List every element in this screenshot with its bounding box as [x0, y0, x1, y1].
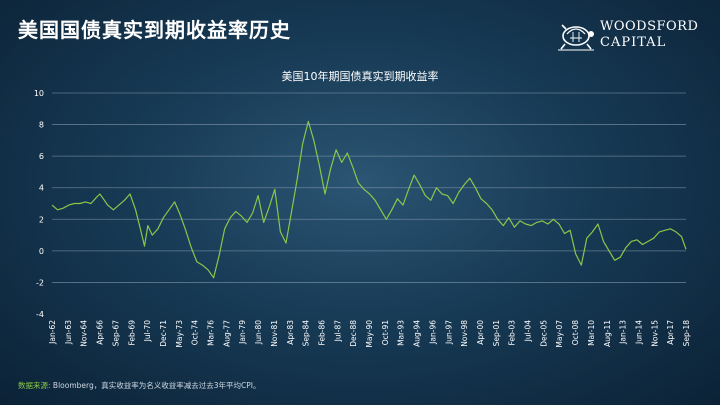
x-tick-label: Apr-17: [666, 320, 675, 345]
x-tick-label: Apr-00: [476, 320, 485, 345]
x-tick-label: Feb-86: [317, 320, 326, 346]
x-tick-label: Dec-88: [349, 320, 358, 347]
x-tick-label: Sep-84: [302, 320, 311, 347]
x-tick-label: Nov-15: [650, 320, 659, 347]
x-tick-label: Jan-13: [619, 320, 628, 345]
x-tick-label: Jan-96: [428, 320, 437, 345]
logo-name-line1: WOODSFORD: [600, 19, 699, 34]
x-tick-label: Jun-63: [64, 320, 73, 345]
x-tick-label: Mar-93: [397, 320, 406, 346]
y-tick-label: 8: [39, 121, 44, 130]
x-tick-label: Aug-11: [603, 320, 612, 347]
y-tick-label: -2: [36, 278, 44, 287]
x-axis-tick-labels: Jan-62 Jun-63 Nov-64 Apr-66 Sep-67 Feb-69 Jul-…: [48, 320, 691, 348]
series-line: [51, 120, 687, 279]
x-tick-label: Oct-08: [571, 320, 580, 345]
x-tick-label: Apr-83: [286, 320, 295, 345]
footnote: 数据来源: Bloomberg，真实收益率为名义收益率减去过去3年平均CPI。: [18, 380, 260, 391]
x-tick-label: Mar-76: [207, 320, 216, 346]
x-tick-label: Jul-70: [143, 320, 152, 343]
x-tick-label: Nov-64: [80, 320, 89, 347]
x-tick-label: Apr-66: [96, 320, 105, 345]
x-tick-label: Jul-87: [333, 320, 342, 343]
y-tick-label: 4: [39, 184, 44, 193]
x-tick-label: Jun-97: [444, 320, 453, 345]
x-tick-label: Dec-05: [539, 320, 548, 347]
x-tick-label: Sep-01: [492, 320, 501, 347]
y-tick-label: 10: [34, 89, 44, 98]
x-tick-label: Aug-77: [222, 320, 231, 347]
x-tick-label: Feb-03: [508, 320, 517, 346]
source-label: 数据来源:: [18, 381, 51, 390]
x-tick-label: May-90: [365, 320, 374, 348]
x-tick-label: Oct-74: [191, 320, 200, 345]
gridlines: [52, 92, 686, 283]
y-tick-label: 6: [39, 152, 44, 161]
x-tick-label: May-07: [555, 320, 564, 348]
y-tick-label: 0: [39, 247, 44, 256]
x-tick-label: Jul-04: [524, 320, 533, 343]
y-tick-label: 2: [39, 215, 44, 224]
logo-name-line2: CAPITAL: [600, 35, 667, 50]
x-tick-label: Aug-94: [413, 320, 422, 347]
x-tick-label: Nov-98: [460, 320, 469, 347]
y-tick-label: -4: [36, 310, 44, 319]
series-layer: [51, 120, 687, 279]
x-tick-label: May-73: [175, 320, 184, 348]
source-text: Bloomberg，真实收益率为名义收益率减去过去3年平均CPI。: [52, 381, 261, 390]
x-tick-label: Oct-91: [381, 320, 390, 345]
x-tick-label: Nov-81: [270, 320, 279, 347]
x-tick-label: Jun-14: [634, 320, 643, 345]
y-axis-tick-labels: -4 -2 0 2 4 6 8 10: [34, 89, 44, 319]
company-logo: WOODSFORD CAPITAL: [556, 14, 706, 58]
x-tick-label: Mar-10: [587, 320, 596, 346]
x-tick-label: Sep-67: [111, 320, 120, 347]
x-tick-label: Feb-69: [127, 320, 136, 346]
slide-title: 美国国债真实到期收益率历史: [18, 18, 291, 42]
x-tick-label: Jan-62: [48, 320, 57, 345]
turtle-logo-icon: [558, 24, 594, 51]
chart-title: 美国10年期国债真实到期收益率: [281, 70, 439, 83]
x-tick-label: Sep-18: [682, 320, 691, 347]
x-tick-label: Jan-79: [238, 320, 247, 345]
x-tick-label: Dec-71: [159, 320, 168, 347]
x-tick-label: Jun-80: [254, 320, 263, 345]
